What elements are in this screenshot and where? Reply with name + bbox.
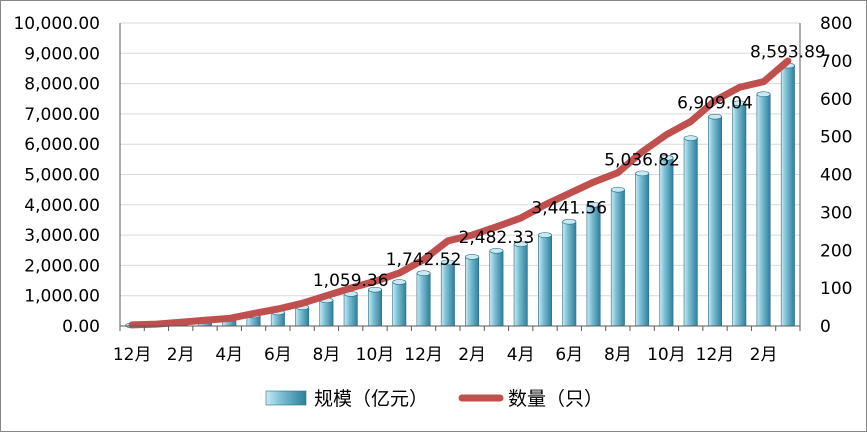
y-left-tick-label: 3,000.00 — [24, 226, 100, 246]
y-left-tick-label: 10,000.00 — [13, 14, 100, 34]
bar-data-label: 2,482.33 — [459, 228, 535, 248]
x-tick-label: 6月 — [264, 345, 292, 365]
bar — [416, 272, 431, 327]
bar — [756, 93, 771, 327]
bar-top — [659, 155, 674, 161]
bar-top — [683, 135, 698, 141]
y-right-tick-label: 200 — [820, 241, 852, 261]
bar — [440, 262, 455, 327]
data-labels: 1,059.361,742.522,482.33 3,441.56 5,036.82… — [313, 43, 826, 291]
bar — [295, 306, 310, 327]
count-line — [128, 57, 792, 329]
bar — [465, 256, 480, 327]
x-tick-label: 12月 — [404, 345, 443, 365]
legend-label-count: 数量（只） — [508, 388, 603, 410]
bar-top — [732, 100, 747, 107]
bar-top — [392, 279, 407, 285]
line-series — [128, 57, 792, 329]
bar — [780, 65, 795, 327]
y-right-tick-label: 800 — [820, 14, 852, 34]
bar-data-label: 5,036.82 — [604, 150, 680, 170]
y-left-tick-label: 9,000.00 — [24, 44, 100, 64]
bar-top — [635, 170, 650, 177]
x-tick-label: 12月 — [696, 345, 735, 365]
bar — [708, 116, 722, 327]
bar-top — [440, 259, 455, 266]
bar-data-label: 6,909.04 — [677, 94, 753, 114]
y-left-tick-label: 4,000.00 — [24, 196, 100, 216]
x-tick-label: 10月 — [356, 345, 395, 365]
y-left-tick-label: 6,000.00 — [24, 135, 100, 155]
bar — [343, 293, 358, 327]
axes: 0.00 1,000.00 2,000.00 3,000.00 4,000.00 5,00… — [13, 14, 852, 365]
bar — [610, 189, 625, 327]
x-tick-label: 6月 — [555, 345, 583, 365]
bar-top — [368, 286, 382, 293]
bar — [562, 221, 577, 327]
legend-bar-swatch — [265, 390, 307, 406]
bar-top — [416, 270, 431, 277]
bar-top — [756, 91, 771, 98]
y-right-tick-label: 300 — [820, 203, 852, 223]
bar-series — [125, 62, 795, 329]
bar — [586, 204, 601, 327]
bar — [683, 137, 698, 327]
bar-top — [586, 202, 601, 208]
x-tick-label: 12月 — [113, 345, 152, 365]
x-tick-label: 2月 — [167, 345, 195, 365]
bar — [368, 289, 382, 327]
bar — [489, 250, 504, 327]
y-left-tick-label: 2,000.00 — [24, 256, 100, 276]
y-right-tick-label: 0 — [820, 317, 831, 337]
y-left-tick-label: 7,000.00 — [24, 105, 100, 125]
y-right-tick-label: 700 — [820, 52, 852, 72]
x-tick-label: 8月 — [313, 345, 341, 365]
bar — [392, 281, 407, 327]
bar-top — [465, 254, 480, 260]
bar-top — [610, 186, 625, 193]
bar-data-label: 3,441.56 — [531, 199, 607, 219]
y-right-tick-label: 100 — [820, 279, 852, 299]
bar — [732, 102, 747, 327]
x-tick-label: 2月 — [458, 345, 486, 365]
legend: 规模（亿元） 数量（只） — [265, 388, 603, 410]
y-left-tick-label: 5,000.00 — [24, 166, 100, 186]
bar — [319, 299, 334, 327]
bar-top — [513, 241, 528, 247]
legend-label-scale: 规模（亿元） — [314, 388, 428, 410]
x-tick-label: 4月 — [215, 345, 243, 365]
bar-data-label: 1,742.52 — [386, 250, 462, 270]
bar — [513, 243, 528, 327]
bar — [659, 157, 674, 327]
y-left-tick-label: 1,000.00 — [24, 287, 100, 307]
bar-top — [708, 113, 722, 120]
x-tick-label: 2月 — [750, 345, 778, 365]
y-right-tick-label: 400 — [820, 166, 852, 186]
bar — [635, 173, 650, 327]
bar-data-label: 8,593.89 — [750, 43, 826, 63]
x-tick-label: 4月 — [507, 345, 535, 365]
x-tick-label: 10月 — [647, 345, 686, 365]
x-tick-label: 8月 — [604, 345, 632, 365]
bar-top — [489, 247, 504, 254]
y-right-tick-label: 600 — [820, 90, 852, 110]
bar — [538, 234, 552, 327]
bar-top — [562, 218, 577, 225]
y-right-tick-label: 500 — [820, 128, 852, 148]
y-left-tick-label: 0.00 — [62, 317, 100, 337]
y-left-tick-label: 8,000.00 — [24, 75, 100, 95]
bar-data-label: 1,059.36 — [313, 271, 389, 291]
bar-top — [538, 232, 552, 238]
